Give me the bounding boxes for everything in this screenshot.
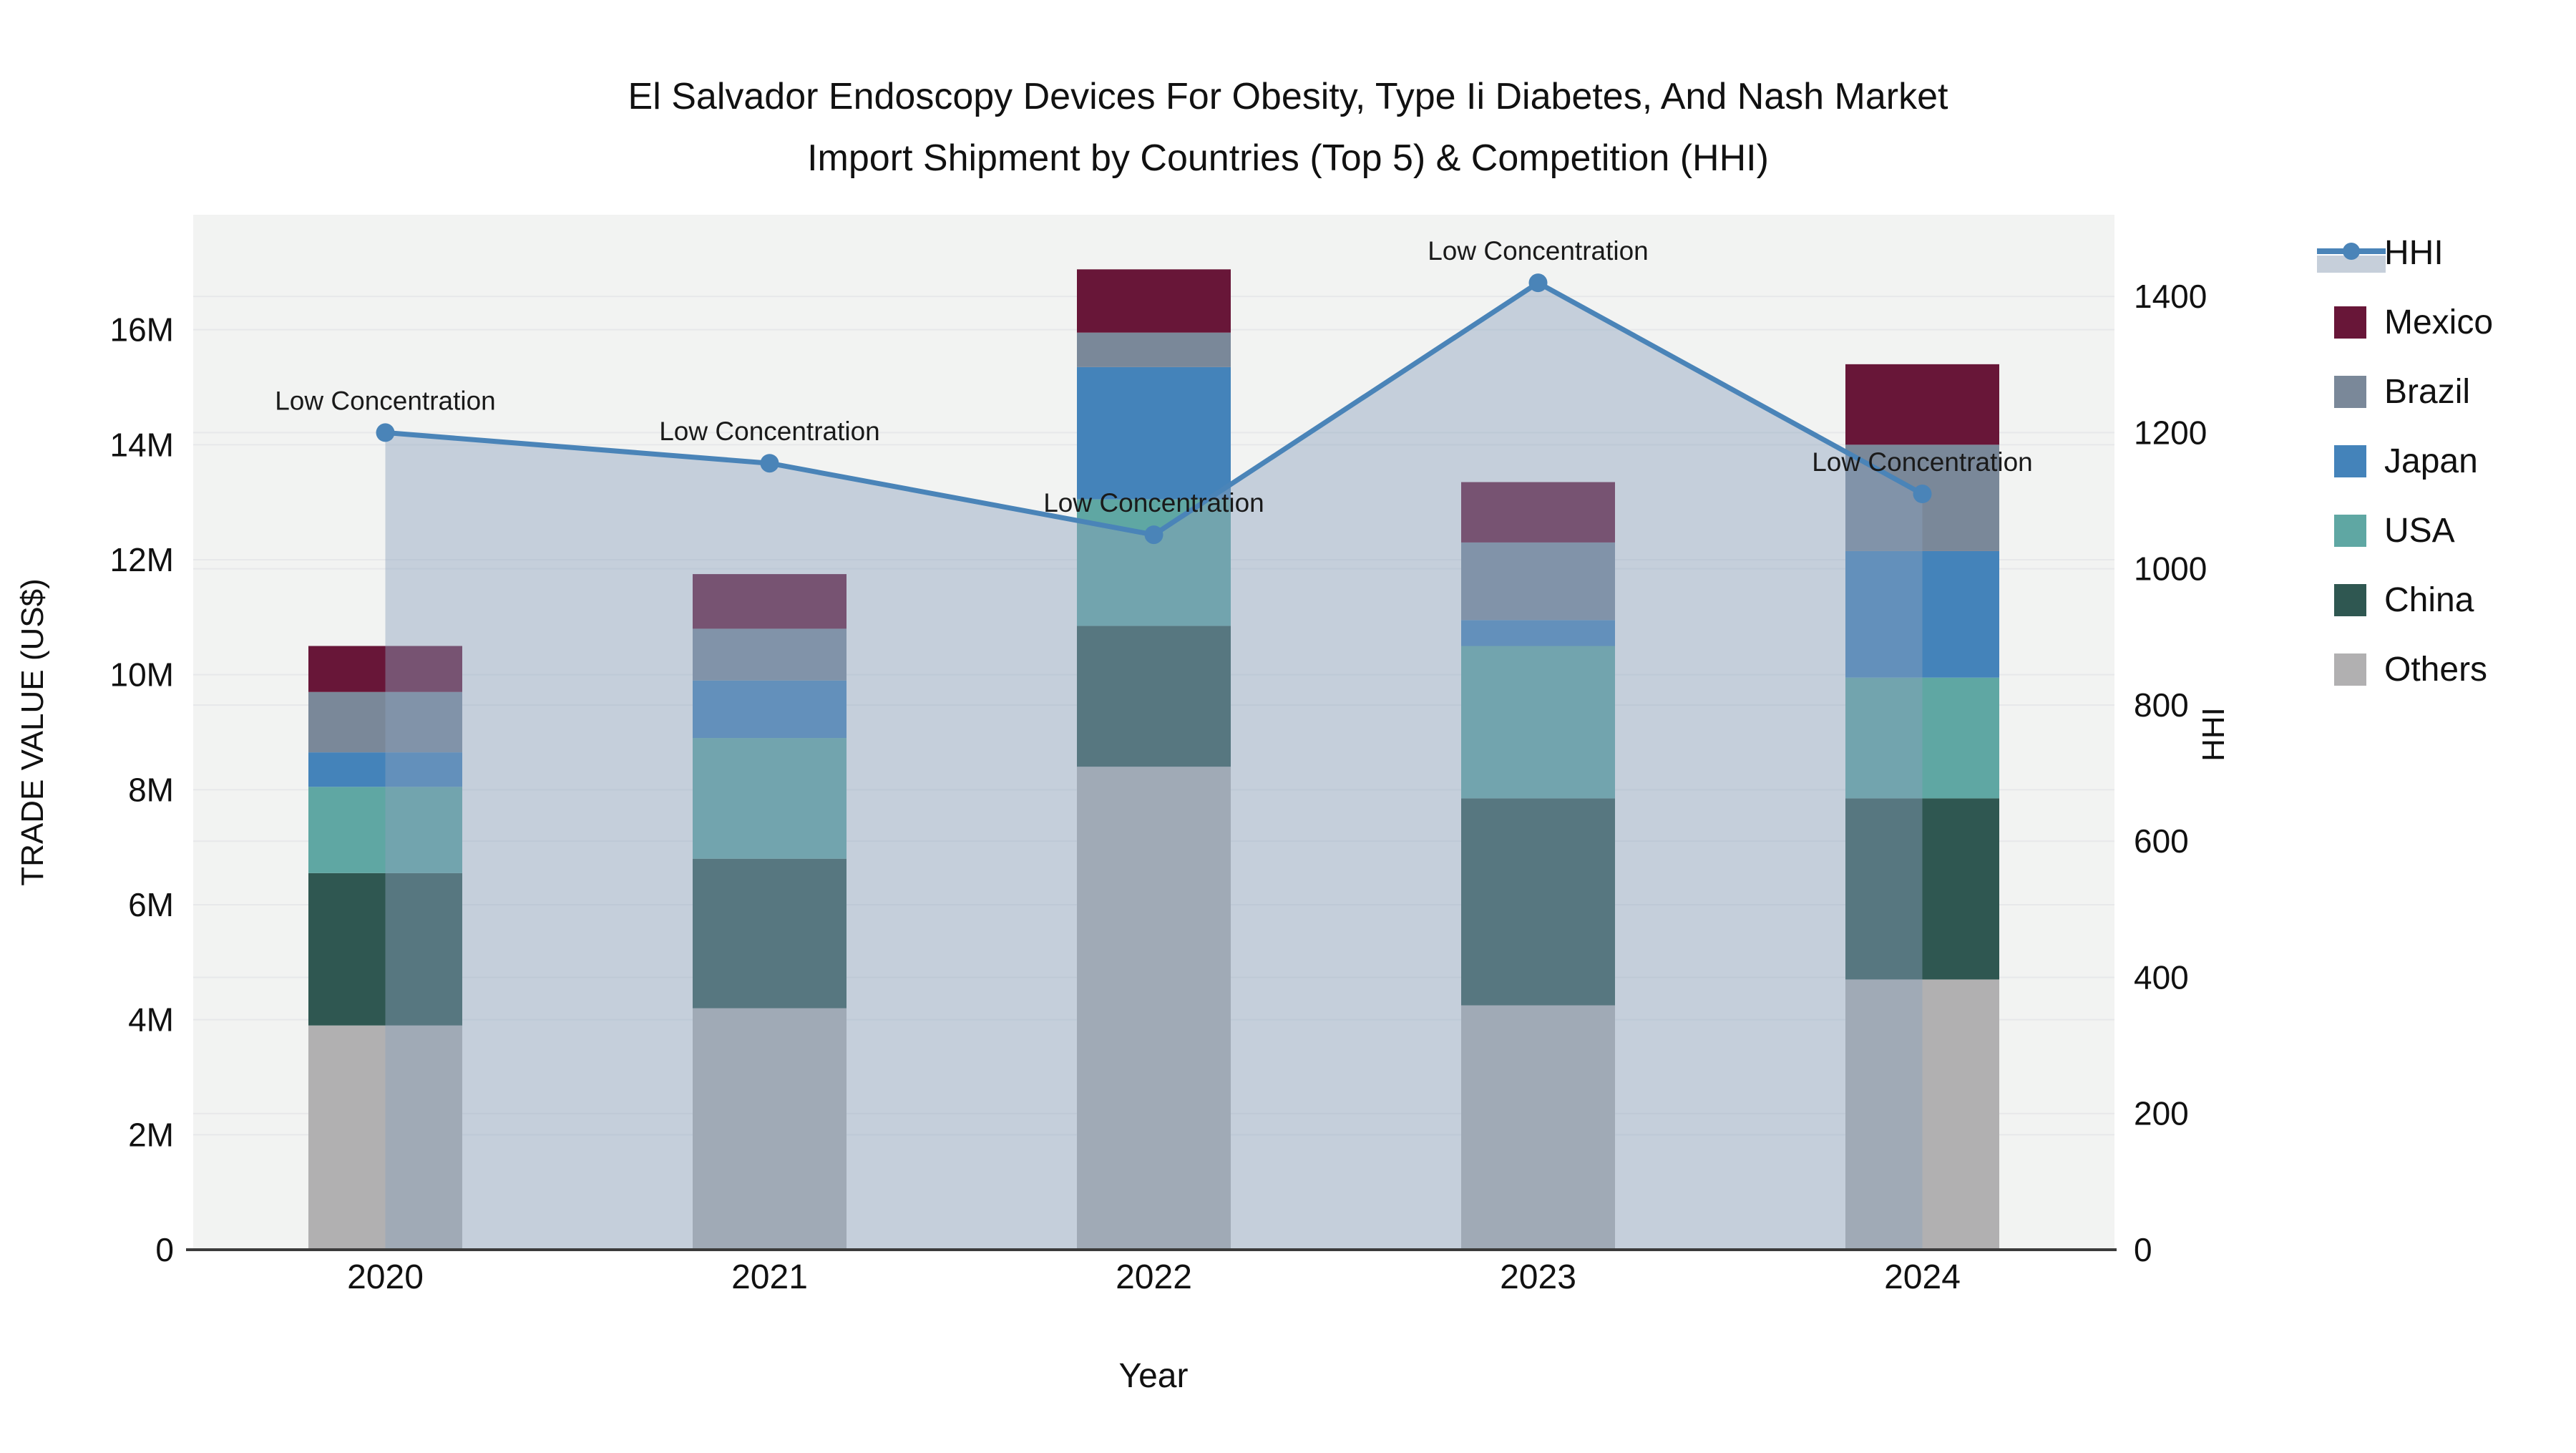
hhi-point-2020 [376, 423, 395, 442]
legend-item-others[interactable]: Others [2334, 651, 2487, 689]
x-tick-2020: 2020 [347, 1258, 424, 1296]
annotation-2021: Low Concentration [659, 417, 880, 446]
legend-item-brazil[interactable]: Brazil [2334, 373, 2470, 411]
annotations: Low Concentration Low Concentration Low Co… [275, 236, 2033, 517]
bar-2020-brazil [308, 691, 462, 753]
y-left-tick: 6M [128, 886, 174, 923]
bar-2021-japan [693, 680, 847, 739]
bar-2024-usa [1845, 677, 1999, 799]
legend-swatch-china [2334, 584, 2366, 616]
bar-2023-usa [1461, 646, 1615, 799]
legend-swatch-others [2334, 653, 2366, 686]
bar-2021-usa [693, 738, 847, 859]
legend-label: USA [2384, 512, 2455, 550]
y-right-tick: 1200 [2134, 414, 2207, 451]
legend-label: Others [2384, 651, 2487, 689]
bar-2021-china [693, 858, 847, 1009]
legend-item-mexico[interactable]: Mexico [2334, 303, 2493, 341]
hhi-point-2022 [1144, 525, 1163, 545]
x-tick-2021: 2021 [731, 1258, 808, 1296]
bar-2022-others [1077, 767, 1231, 1250]
legend-label: HHI [2384, 234, 2444, 272]
hhi-point-2023 [1528, 273, 1548, 293]
y-left-tick: 14M [110, 426, 174, 463]
bar-2024-others [1845, 979, 1999, 1250]
y-right-tick: 800 [2134, 686, 2189, 724]
bar-2024-china [1845, 798, 1999, 980]
bar-2023-others [1461, 1005, 1615, 1250]
hhi-marker-swatch [2343, 243, 2360, 260]
hhi-point-2024 [1913, 485, 1932, 504]
bar-2020-china [308, 873, 462, 1026]
x-tick-2024: 2024 [1884, 1258, 1961, 1296]
legend: HHI Mexico Brazil Japan USA China Others [2317, 234, 2493, 689]
legend-item-japan[interactable]: Japan [2334, 442, 2478, 480]
x-tick-2022: 2022 [1116, 1258, 1192, 1296]
annotation-2020: Low Concentration [275, 386, 496, 415]
y-left-tick: 2M [128, 1116, 174, 1153]
bar-2023-mexico [1461, 482, 1615, 543]
bar-2022-mexico [1077, 269, 1231, 333]
y-right-tick: 1400 [2134, 278, 2207, 315]
bar-2020-others [308, 1025, 462, 1250]
y-right-tick: 0 [2134, 1231, 2152, 1268]
x-tick-2023: 2023 [1500, 1258, 1576, 1296]
bar-2024-mexico [1845, 364, 1999, 445]
bar-2022-china [1077, 626, 1231, 767]
bar-2023-china [1461, 798, 1615, 1006]
bar-2020-usa [308, 787, 462, 873]
legend-swatch-japan [2334, 445, 2366, 477]
chart-title-line1: El Salvador Endoscopy Devices For Obesit… [628, 76, 1948, 117]
y-left-tick: 10M [110, 656, 174, 694]
y-right-tick: 400 [2134, 958, 2189, 996]
legend-label: China [2384, 581, 2474, 619]
stacked-bars [308, 269, 1999, 1250]
y-left-tick: 16M [110, 311, 174, 349]
y-right-tick: 200 [2134, 1095, 2189, 1132]
bar-2022-brazil [1077, 332, 1231, 367]
annotation-2022: Low Concentration [1043, 488, 1264, 517]
bar-2021-brazil [693, 628, 847, 681]
hhi-markers [376, 273, 1932, 545]
annotation-2023: Low Concentration [1428, 236, 1649, 266]
hhi-point-2021 [760, 454, 779, 473]
y-right-tick: 1000 [2134, 550, 2207, 588]
legend-item-china[interactable]: China [2334, 581, 2474, 619]
bar-2023-japan [1461, 620, 1615, 646]
bar-2022-japan [1077, 366, 1231, 500]
bar-2020-japan [308, 752, 462, 787]
legend-item-hhi[interactable]: HHI [2317, 234, 2444, 273]
bar-2023-brazil [1461, 542, 1615, 621]
legend-label: Brazil [2384, 373, 2470, 411]
bar-2024-japan [1845, 550, 1999, 678]
legend-swatch-mexico [2334, 306, 2366, 339]
y-right-tick: 600 [2134, 822, 2189, 860]
y-left-tick: 12M [110, 541, 174, 578]
x-axis-title: Year [1119, 1357, 1189, 1395]
chart-title-line2: Import Shipment by Countries (Top 5) & C… [807, 137, 1769, 179]
y-axis-left-title: TRADE VALUE (US$) [15, 578, 50, 886]
legend-label: Japan [2384, 442, 2478, 480]
legend-label: Mexico [2384, 303, 2493, 341]
bar-2021-others [693, 1008, 847, 1250]
bar-2022-usa [1077, 499, 1231, 626]
legend-swatch-brazil [2334, 376, 2366, 408]
bar-2020-mexico [308, 646, 462, 692]
hhi-area-fill [385, 283, 1923, 1250]
y-axis-right-title: HHI [2196, 707, 2231, 762]
x-axis-ticks: 2020 2021 2022 2023 2024 [347, 1258, 1961, 1296]
legend-item-usa[interactable]: USA [2334, 512, 2455, 550]
y-left-tick: 4M [128, 1001, 174, 1039]
annotation-2024: Low Concentration [1812, 447, 2033, 477]
y-left-tick: 0 [155, 1231, 174, 1268]
bar-2021-mexico [693, 574, 847, 629]
y-axis-right-ticks: 0 200 400 600 800 1000 1200 1400 [2134, 278, 2207, 1268]
legend-swatch-usa [2334, 515, 2366, 547]
y-axis-left-ticks: 0 2M 4M 6M 8M 10M 12M 14M 16M [110, 311, 174, 1268]
y-left-tick: 8M [128, 771, 174, 808]
